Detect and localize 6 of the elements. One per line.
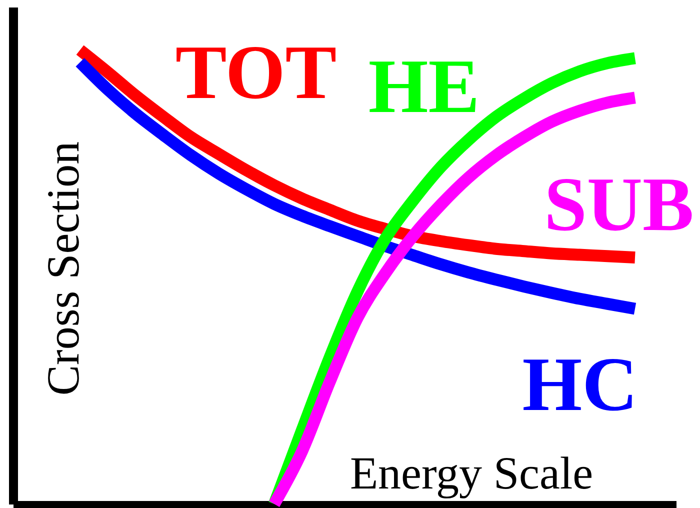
series-label: HC [522, 341, 638, 427]
series-label: SUB [544, 161, 694, 247]
series-label: HE [368, 43, 480, 129]
series-label: TOT [175, 29, 337, 115]
x-axis-title: Energy Scale [350, 448, 594, 498]
y-axis-title: Cross Section [38, 141, 88, 396]
